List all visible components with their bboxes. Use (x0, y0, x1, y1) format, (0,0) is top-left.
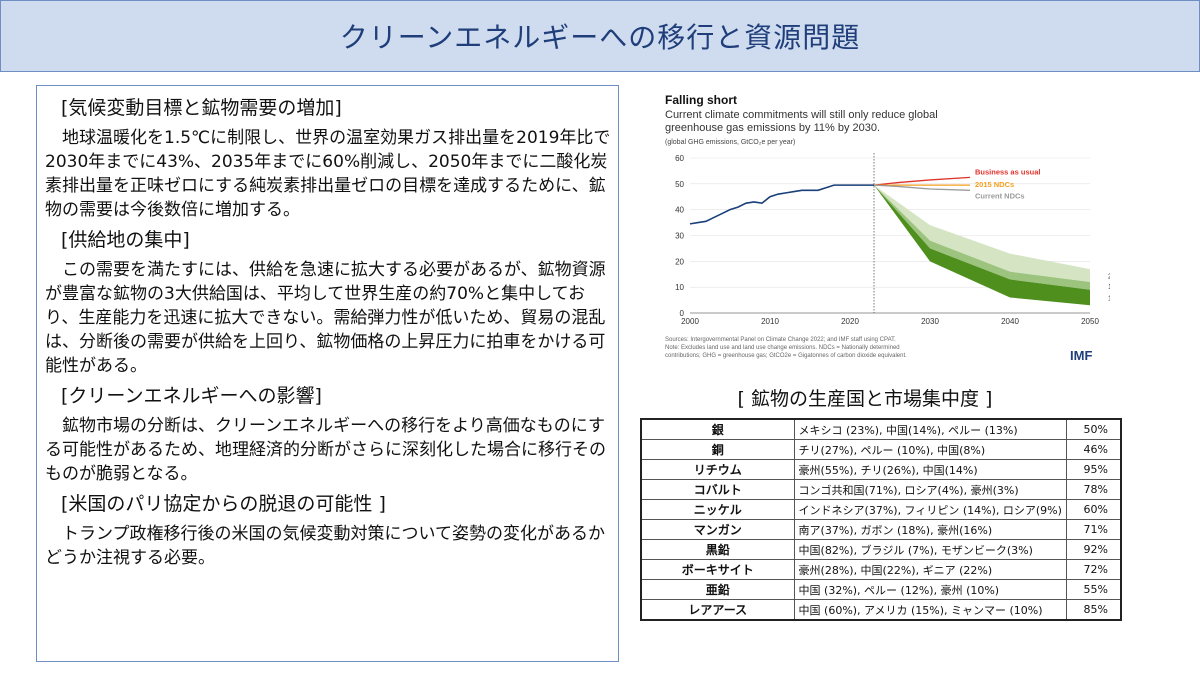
share-cell: 71% (1065, 519, 1122, 540)
chart-note-line-1: Note: Excludes land use and land use cha… (665, 345, 900, 351)
mineral-cell: ボーキサイト (640, 559, 795, 580)
y-tick-label: 10 (675, 283, 684, 292)
table-row: コバルト コンゴ共和国(71%), ロシア(4%), 豪州(3%) 78% (640, 479, 1122, 500)
share-cell: 55% (1065, 579, 1122, 600)
chart-subtitle-line-2: greenhouse gas emissions by 11% by 2030. (665, 122, 880, 134)
share-cell: 78% (1065, 479, 1122, 500)
chart-ylabel: (global GHG emissions, GtCO₂e per year) (665, 139, 795, 146)
x-tick-label: 2050 (1081, 317, 1099, 326)
section-body: トランプ政権移行後の米国の気候変動対策について姿勢の変化があるかどうか注視する必… (45, 524, 605, 568)
share-cell: 92% (1065, 539, 1122, 560)
mineral-cell: 黒鉛 (640, 539, 795, 560)
chart-note-line-2: contributions; GHG = greenhouse gas; GtC… (665, 353, 907, 359)
title-bar: クリーンエネルギーへの移行と資源問題 (0, 0, 1200, 72)
section-paris: [米国のパリ協定からの脱退の可能性 ] トランプ政権移行後の米国の気候変動対策に… (45, 492, 614, 570)
y-tick-label: 20 (675, 257, 684, 266)
share-cell: 95% (1065, 459, 1122, 480)
countries-cell: 豪州(28%), 中国(22%), ギニア (22%) (793, 559, 1067, 580)
x-tick-label: 2010 (761, 317, 779, 326)
mineral-cell: リチウム (640, 459, 795, 480)
section-body: この需要を満たすには、供給を急速に拡大する必要があるが、鉱物資源が豊富な鉱物の3… (45, 260, 606, 376)
table-title: [ 鉱物の生産国と市場集中度 ] (737, 388, 993, 410)
y-tick-label: 40 (675, 206, 684, 215)
mineral-cell: マンガン (640, 519, 795, 540)
chart-title: Falling short (665, 93, 737, 107)
section-supply: [供給地の集中] この需要を満たすには、供給を急速に拡大する必要があるが、鉱物資… (45, 228, 614, 378)
share-cell: 46% (1065, 439, 1122, 460)
section-heading: [クリーンエネルギーへの影響] (61, 385, 322, 407)
mineral-table: 銀メキシコ (23%), 中国(14%), ペルー (13%) 50% 銅チリ(27… (640, 418, 1122, 621)
section-goals: [気候変動目標と鉱物需要の増加] 地球温暖化を1.5℃に制限し、世界の温室効果ガ… (45, 96, 614, 222)
series-line (873, 184, 971, 191)
imf-logo: IMF (1070, 348, 1092, 363)
page-title: クリーンエネルギーへの移行と資源問題 (339, 21, 861, 54)
section-heading: [米国のパリ協定からの脱退の可能性 ] (61, 493, 386, 515)
series-line (873, 176, 971, 186)
table-row: 銀メキシコ (23%), 中国(14%), ペルー (13%) 50% (640, 418, 1122, 440)
historical-line (689, 184, 874, 225)
mineral-cell: 亜鉛 (640, 579, 795, 600)
y-tick-label: 50 (675, 180, 684, 189)
band-label: 2.0°C (1108, 273, 1110, 281)
emissions-chart: Falling short Current climate commitment… (660, 88, 1126, 368)
chart-subtitle: Current climate commitments will still o… (665, 109, 941, 134)
section-heading: [供給地の集中] (61, 229, 190, 251)
band-label: 1.5°C (1108, 295, 1110, 303)
section-impact: [クリーンエネルギーへの影響] 鉱物市場の分断は、クリーンエネルギーへの移行をよ… (45, 384, 614, 486)
x-tick-label: 2020 (841, 317, 859, 326)
countries-cell: コンゴ共和国(71%), ロシア(4%), 豪州(3%) (793, 479, 1067, 500)
countries-cell: メキシコ (23%), 中国(14%), ペルー (13%) (793, 418, 1067, 440)
band-20 (874, 185, 1090, 282)
chart-lines (689, 176, 971, 225)
table-row: 亜鉛 中国 (32%), ペルー (12%), 豪州 (10%) 55% (640, 579, 1122, 600)
countries-cell: インドネシア(37%), フィリピン (14%), ロシア(9%) (793, 499, 1067, 520)
band-label: 1.8°C (1108, 283, 1110, 291)
band-15 (874, 185, 1090, 306)
mineral-cell: ニッケル (640, 499, 795, 520)
mineral-cell: コバルト (640, 479, 795, 500)
section-body: 鉱物市場の分断は、クリーンエネルギーへの移行をより高価なものにする可能性があるた… (45, 416, 606, 484)
chart-footnotes: Sources: Intergovernmental Panel on Clim… (665, 337, 907, 359)
table-row: ボーキサイト 豪州(28%), 中国(22%), ギニア (22%) 72% (640, 559, 1122, 580)
series-label: Current NDCs (975, 191, 1025, 200)
share-cell: 60% (1065, 499, 1122, 520)
share-cell: 50% (1065, 418, 1122, 440)
table-row: ニッケル インドネシア(37%), フィリピン (14%), ロシア(9%) 60% (640, 499, 1122, 520)
y-tick-label: 30 (675, 232, 684, 241)
x-tick-label: 2030 (921, 317, 939, 326)
table-row: レアアース 中国 (60%), アメリカ (15%), ミャンマー (10%) 85… (640, 599, 1122, 621)
table-row: マンガン 南ア(37%), ガボン (18%), 豪州(16%) 71% (640, 519, 1122, 540)
x-tick-label: 2000 (681, 317, 699, 326)
share-cell: 85% (1065, 599, 1122, 621)
countries-cell: チリ(27%), ペルー (10%), 中国(8%) (793, 439, 1067, 460)
section-heading: [気候変動目標と鉱物需要の増加] (61, 97, 342, 119)
y-tick-label: 60 (675, 154, 684, 163)
chart-source: Sources: Intergovernmental Panel on Clim… (665, 337, 896, 343)
mineral-cell: レアアース (640, 599, 795, 621)
series-label: Business as usual (975, 167, 1040, 176)
x-tick-label: 2040 (1001, 317, 1019, 326)
countries-cell: 中国 (60%), アメリカ (15%), ミャンマー (10%) (793, 599, 1067, 621)
countries-cell: 豪州(55%), チリ(26%), 中国(14%) (793, 459, 1067, 480)
table-row: リチウム 豪州(55%), チリ(26%), 中国(14%) 95% (640, 459, 1122, 480)
chart-bands (874, 185, 1090, 306)
countries-cell: 中国(82%), ブラジル (7%), モザンビーク(3%) (793, 539, 1067, 560)
table-row: 黒鉛 中国(82%), ブラジル (7%), モザンビーク(3%) 92% (640, 539, 1122, 560)
mineral-table-body: 銀メキシコ (23%), 中国(14%), ペルー (13%) 50% 銅チリ(27… (640, 418, 1122, 621)
mineral-cell: 銀 (640, 418, 795, 440)
table-row: 銅チリ(27%), ペルー (10%), 中国(8%) 46% (640, 439, 1122, 460)
chart-subtitle-line-1: Current climate commitments will still o… (665, 109, 938, 121)
share-cell: 72% (1065, 559, 1122, 580)
emissions-chart-svg: Falling short Current climate commitment… (665, 93, 1126, 363)
series-label: 2015 NDCs (975, 180, 1014, 189)
band-18 (874, 185, 1090, 290)
countries-cell: 南ア(37%), ガボン (18%), 豪州(16%) (793, 519, 1067, 540)
y-tick-label: 0 (680, 309, 685, 318)
text-panel: [気候変動目標と鉱物需要の増加] 地球温暖化を1.5℃に制限し、世界の温室効果ガ… (36, 85, 619, 662)
mineral-cell: 銅 (640, 439, 795, 460)
countries-cell: 中国 (32%), ペルー (12%), 豪州 (10%) (793, 579, 1067, 600)
section-body: 地球温暖化を1.5℃に制限し、世界の温室効果ガス排出量を2019年比で2030年… (45, 128, 611, 220)
